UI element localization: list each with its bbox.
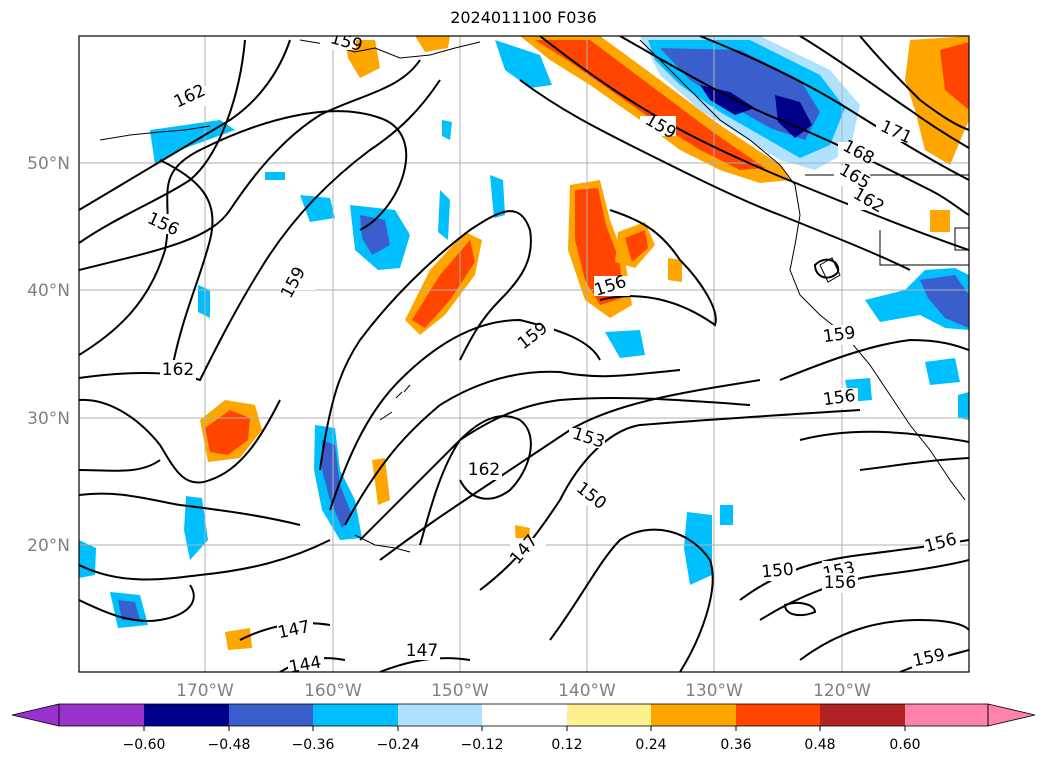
colorbar-bin <box>736 704 820 726</box>
longitude-labels: 170°W 160°W 150°W 140°W 130°W 120°W <box>176 681 871 701</box>
colorbar-tick-label: −0.24 <box>377 737 420 753</box>
colorbar-tick-label: −0.12 <box>461 737 504 753</box>
latitude-labels: 50°N 40°N 30°N 20°N <box>27 154 70 556</box>
colorbar: −0.60 −0.48 −0.36 −0.24 −0.12 0.12 0.24 … <box>11 703 1036 753</box>
colorbar-bin <box>651 704 736 726</box>
contour-label: 156 <box>822 386 857 410</box>
colorbar-bin <box>59 704 144 726</box>
colorbar-tick-label: −0.48 <box>208 737 251 753</box>
lon-label: 140°W <box>558 681 616 701</box>
coastlines <box>99 39 969 553</box>
colorbar-tick-label: 0.60 <box>889 737 920 753</box>
contour-label: 162 <box>162 360 194 380</box>
lon-label: 120°W <box>813 681 871 701</box>
lat-label: 30°N <box>27 409 70 429</box>
contour-label: 147 <box>406 641 438 661</box>
contour-label: 162 <box>468 460 500 480</box>
lon-label: 160°W <box>304 681 362 701</box>
contour-label: 144 <box>287 652 322 677</box>
lat-label: 50°N <box>27 154 70 174</box>
lon-label: 130°W <box>685 681 743 701</box>
lon-label: 150°W <box>431 681 489 701</box>
graticule <box>79 36 969 672</box>
map-plot-area: 162 156 159 162 159 156 159 153 150 162 … <box>79 36 969 677</box>
colorbar-bin <box>567 704 651 726</box>
colorbar-bin <box>482 704 567 726</box>
contour-label: 159 <box>822 323 857 347</box>
colorbar-bin <box>820 704 905 726</box>
colorbar-high-extension <box>987 703 1036 727</box>
colorbar-tick-label: 0.36 <box>720 737 751 753</box>
colorbar-tick-label: 0.12 <box>551 737 582 753</box>
colorbar-bin <box>398 704 482 726</box>
colorbar-bin <box>313 704 398 726</box>
lon-label: 170°W <box>176 681 234 701</box>
contour-label: 150 <box>761 560 795 583</box>
colorbar-bin <box>905 704 988 726</box>
colorbar-ticks <box>143 726 906 731</box>
colorbar-bin <box>229 704 313 726</box>
colorbar-frame <box>58 703 989 727</box>
colorbar-tick-label: −0.36 <box>292 737 335 753</box>
lat-label: 40°N <box>27 281 70 301</box>
contour-labels: 162 156 159 162 159 156 159 153 150 162 … <box>143 36 960 677</box>
lat-label: 20°N <box>27 536 70 556</box>
map-title: 2024011100 F036 <box>450 8 597 27</box>
colorbar-tick-label: 0.48 <box>804 737 835 753</box>
colorbar-tick-label: 0.24 <box>635 737 666 753</box>
contour-label: 156 <box>824 573 856 593</box>
colorbar-low-extension <box>11 703 60 727</box>
map-frame <box>78 35 970 673</box>
colorbar-bin <box>144 704 229 726</box>
colorbar-tick-label: −0.60 <box>123 737 166 753</box>
